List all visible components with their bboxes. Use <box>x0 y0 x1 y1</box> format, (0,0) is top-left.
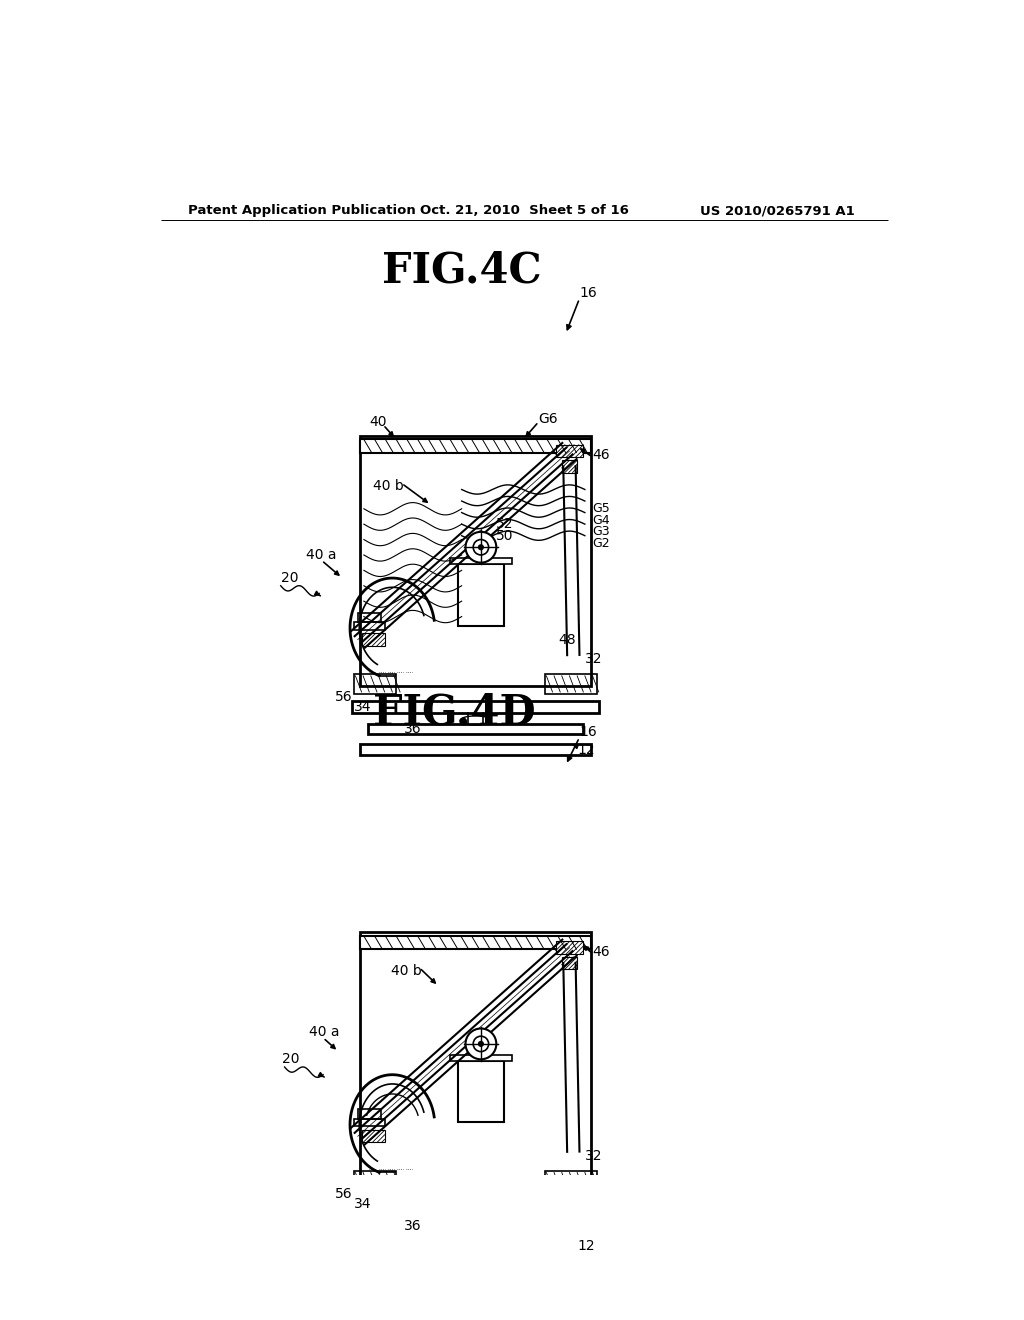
Bar <box>352 1197 599 1209</box>
Text: 20: 20 <box>281 572 298 585</box>
Bar <box>360 743 591 755</box>
Text: US 2010/0265791 A1: US 2010/0265791 A1 <box>699 205 854 218</box>
Text: 46: 46 <box>593 447 610 462</box>
Bar <box>357 1109 381 1118</box>
Text: 40 b: 40 b <box>373 479 403 492</box>
Text: G5: G5 <box>593 502 610 515</box>
Text: G3: G3 <box>593 525 610 539</box>
Bar <box>354 1118 385 1126</box>
Circle shape <box>466 1028 497 1059</box>
Bar <box>368 1221 584 1230</box>
Bar <box>360 936 591 949</box>
Text: Patent Application Publication: Patent Application Publication <box>188 205 416 218</box>
Circle shape <box>478 544 484 550</box>
Bar <box>562 957 578 969</box>
Text: 32: 32 <box>585 652 602 665</box>
Circle shape <box>478 1040 484 1047</box>
Bar <box>360 1241 591 1251</box>
Bar <box>360 436 591 686</box>
Text: 16: 16 <box>580 286 597 300</box>
Bar <box>451 558 512 564</box>
Text: FIG.4C: FIG.4C <box>382 249 542 290</box>
Text: FIG.4D: FIG.4D <box>373 692 536 734</box>
Text: 16: 16 <box>580 725 597 739</box>
Bar <box>361 634 385 645</box>
Text: G2: G2 <box>593 537 610 550</box>
Bar <box>545 675 597 693</box>
Text: 40 a: 40 a <box>306 548 337 562</box>
Text: 34: 34 <box>354 701 372 714</box>
Bar <box>354 675 396 693</box>
Text: 32: 32 <box>585 1148 602 1163</box>
Bar <box>354 1171 396 1191</box>
Text: G4: G4 <box>593 513 610 527</box>
Text: 12: 12 <box>578 743 595 756</box>
Text: 36: 36 <box>403 1218 422 1233</box>
Text: 50: 50 <box>497 529 514 543</box>
Text: 46: 46 <box>593 945 610 958</box>
Text: 40 a: 40 a <box>309 1026 340 1039</box>
Bar <box>361 1130 385 1142</box>
Bar <box>556 445 584 457</box>
Text: 56: 56 <box>335 1187 352 1201</box>
Text: 40: 40 <box>370 414 387 429</box>
Text: 48: 48 <box>558 632 575 647</box>
Bar <box>562 461 578 473</box>
Bar <box>451 1055 512 1061</box>
Circle shape <box>466 532 497 562</box>
Bar <box>368 725 584 734</box>
Bar <box>360 932 591 1183</box>
Bar <box>354 622 385 630</box>
Text: 34: 34 <box>354 1197 372 1210</box>
Text: 40 b: 40 b <box>391 964 422 978</box>
Text: 36: 36 <box>403 722 422 737</box>
Bar <box>545 1171 597 1191</box>
Bar <box>360 440 591 453</box>
Bar <box>556 941 584 954</box>
Bar <box>458 1061 504 1122</box>
Text: 20: 20 <box>283 1052 300 1067</box>
Text: G6: G6 <box>539 412 558 425</box>
Text: 12: 12 <box>578 1239 595 1254</box>
Text: 52: 52 <box>497 517 514 531</box>
Text: 56: 56 <box>335 690 352 705</box>
Text: Oct. 21, 2010  Sheet 5 of 16: Oct. 21, 2010 Sheet 5 of 16 <box>421 205 629 218</box>
Bar <box>357 612 381 622</box>
Bar <box>352 701 599 713</box>
Bar <box>458 564 504 626</box>
